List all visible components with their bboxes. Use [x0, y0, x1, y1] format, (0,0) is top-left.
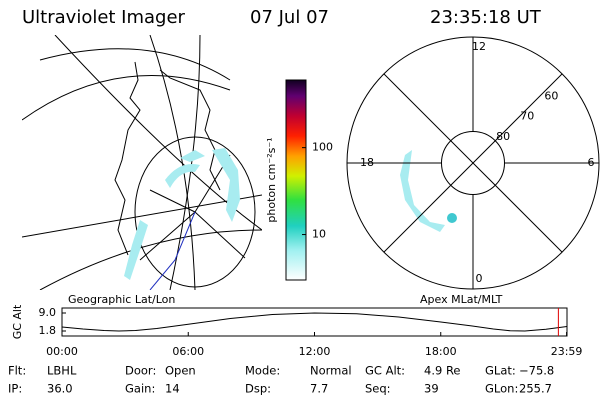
mlt-label: 6	[588, 156, 595, 169]
footer-label: Flt:	[8, 364, 26, 378]
footer-label: IP:	[8, 382, 22, 396]
lat-label: 70	[520, 110, 534, 123]
y-axis-label: GC Alt	[11, 304, 24, 339]
footer-label: GLon:	[485, 382, 518, 396]
footer-label: Dsp:	[245, 382, 271, 396]
lat-label: 80	[496, 130, 510, 143]
footer-value: 255.7	[519, 382, 552, 396]
footer-label: Door:	[125, 364, 156, 378]
x-tick-label: 23:59	[551, 345, 583, 358]
y-tick-label: 1.8	[39, 324, 57, 337]
footer-label: Mode:	[245, 364, 280, 378]
footer-value: Open	[165, 364, 196, 378]
colorbar-tick-label: 100	[312, 141, 333, 154]
footer-value: 7.7	[310, 382, 328, 396]
title: Ultraviolet Imager	[22, 7, 186, 28]
x-tick-label: 06:00	[172, 345, 204, 358]
footer-value: LBHL	[47, 364, 77, 378]
footer-value: 39	[424, 382, 439, 396]
geographic-map	[22, 35, 262, 290]
time: 23:35:18 UT	[430, 7, 542, 28]
lat-label: 60	[544, 89, 558, 102]
footer-value: −75.8	[519, 364, 554, 378]
date: 07 Jul 07	[250, 7, 329, 28]
footer-value: 4.9 Re	[424, 364, 461, 378]
colorbar	[285, 79, 307, 281]
x-tick-label: 12:00	[299, 345, 331, 358]
plot-left-label: Geographic Lat/Lon	[68, 293, 175, 306]
polar-diagonal	[383, 73, 563, 253]
x-tick-label: 00:00	[46, 345, 78, 358]
footer-value: Normal	[310, 364, 352, 378]
x-tick-label: 18:00	[425, 345, 457, 358]
y-tick-label: 9.0	[39, 306, 57, 319]
colorbar-tick-label: 10	[312, 228, 326, 241]
aurora-polar	[400, 150, 457, 232]
plot-frame	[61, 307, 568, 337]
footer-value: 14	[165, 382, 180, 396]
altitude-curve	[61, 312, 568, 332]
mlt-label: 0	[476, 272, 483, 285]
mlt-label: 18	[360, 156, 374, 169]
footer-label: Seq:	[365, 382, 391, 396]
colorbar-label: photon cm⁻²s⁻¹	[265, 137, 278, 222]
footer-value: 36.0	[47, 382, 73, 396]
aurora-map	[124, 148, 240, 280]
footer-label: GLat:	[485, 364, 516, 378]
plot-right-label: Apex MLat/MLT	[420, 293, 503, 306]
footer-label: Gain:	[125, 382, 155, 396]
footer-label: GC Alt:	[365, 364, 405, 378]
mlt-label: 12	[472, 40, 486, 53]
